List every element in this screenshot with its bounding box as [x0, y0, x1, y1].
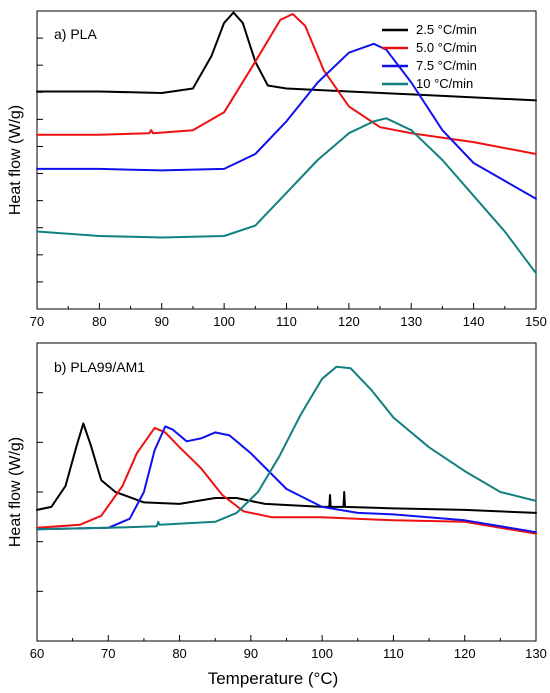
panel-b-y-ticks [37, 392, 43, 592]
panel-a: a) PLA 70 80 90 100 110 120 130 140 150 2.5 °C/m… [7, 10, 547, 329]
legend-label: 5.0 °C/min [416, 40, 477, 55]
series-line-2 [36, 13, 537, 155]
series-line-3 [36, 425, 537, 534]
panel-a-x-ticks: 70 80 90 100 110 120 130 140 150 [30, 303, 547, 329]
x-tick-label: 130 [525, 646, 547, 661]
x-tick-label: 130 [400, 314, 422, 329]
panel-b-plot-frame [36, 342, 537, 642]
panel-a-y-ticks [37, 37, 43, 283]
x-tick-label: 140 [463, 314, 485, 329]
x-tick-label: 80 [172, 646, 186, 661]
panel-a-series [36, 11, 537, 275]
x-tick-label: 150 [525, 314, 547, 329]
panel-b-series [36, 365, 537, 535]
panel-b-title: b) PLA99/AM1 [54, 359, 145, 375]
x-tick-label: 90 [244, 646, 258, 661]
x-tick-label: 70 [30, 314, 44, 329]
x-tick-label: 110 [383, 646, 404, 661]
x-tick-label: 120 [454, 646, 476, 661]
series-line-1 [36, 422, 537, 514]
panel-a-plot-frame [36, 10, 537, 310]
series-line-3 [36, 42, 537, 200]
x-tick-label: 100 [213, 314, 235, 329]
series-line-2 [36, 426, 537, 535]
panel-b-x-ticks: 60 70 80 90 100 110 120 130 [30, 635, 547, 661]
panel-a-y-axis-label: Heat flow (W/g) [7, 105, 24, 215]
series-line-4 [36, 117, 537, 275]
series-line-1 [36, 11, 537, 102]
legend-label: 2.5 °C/min [416, 22, 477, 37]
series-line-4 [36, 365, 537, 531]
x-tick-label: 70 [101, 646, 115, 661]
x-tick-label: 80 [92, 314, 106, 329]
panel-b: b) PLA99/AM1 60 70 80 90 100 110 120 130 Heat f… [7, 342, 547, 688]
panel-b-y-axis-label: Heat flow (W/g) [7, 437, 24, 547]
x-tick-label: 100 [311, 646, 333, 661]
x-tick-label: 60 [30, 646, 44, 661]
legend-label: 7.5 °C/min [416, 58, 477, 73]
x-tick-label: 90 [155, 314, 169, 329]
x-axis-label: Temperature (°C) [208, 669, 339, 688]
x-tick-label: 110 [276, 314, 297, 329]
legend-label: 10 °C/min [416, 76, 473, 91]
panel-a-title: a) PLA [54, 26, 97, 42]
legend: 2.5 °C/min 5.0 °C/min 7.5 °C/min 10 °C/min [382, 22, 477, 91]
x-tick-label: 120 [338, 314, 360, 329]
